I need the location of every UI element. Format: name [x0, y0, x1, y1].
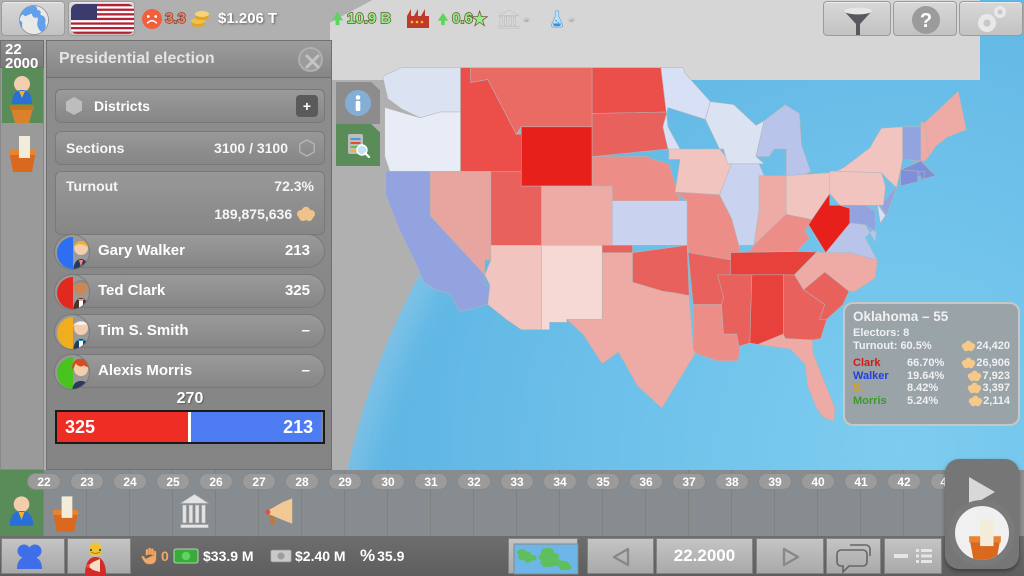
svg-text:?: ? [920, 10, 932, 32]
